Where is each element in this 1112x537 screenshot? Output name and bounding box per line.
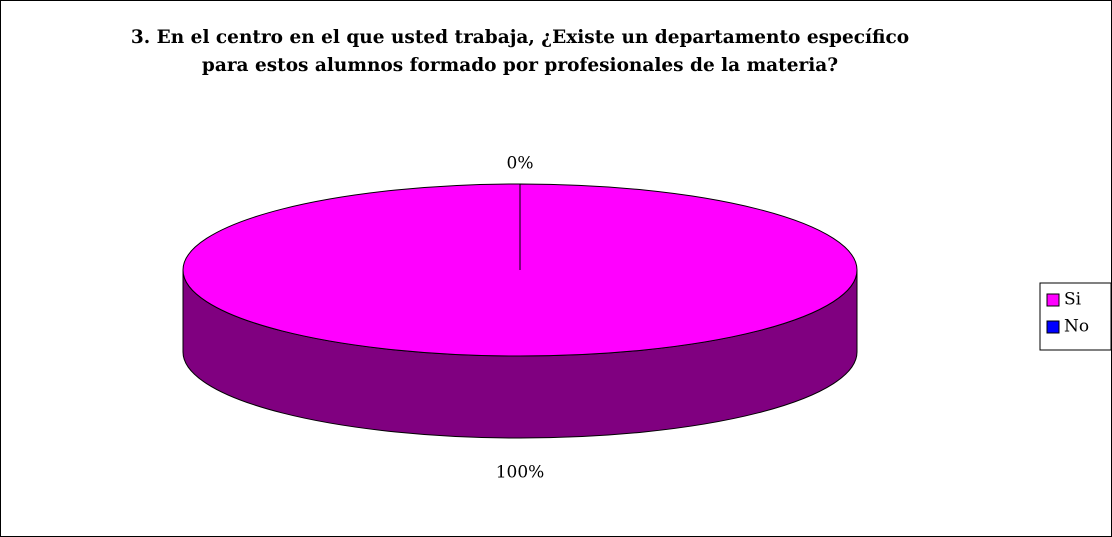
data-label: 100% [496, 463, 545, 483]
legend-label: No [1064, 317, 1089, 337]
data-label: 0% [507, 154, 534, 174]
chart-title: 3. En el centro en el que usted trabaja,… [130, 27, 910, 76]
legend-box [1039, 282, 1112, 351]
legend-swatch [1046, 320, 1060, 334]
legend-label: Si [1064, 290, 1082, 310]
legend-swatch [1046, 293, 1060, 307]
